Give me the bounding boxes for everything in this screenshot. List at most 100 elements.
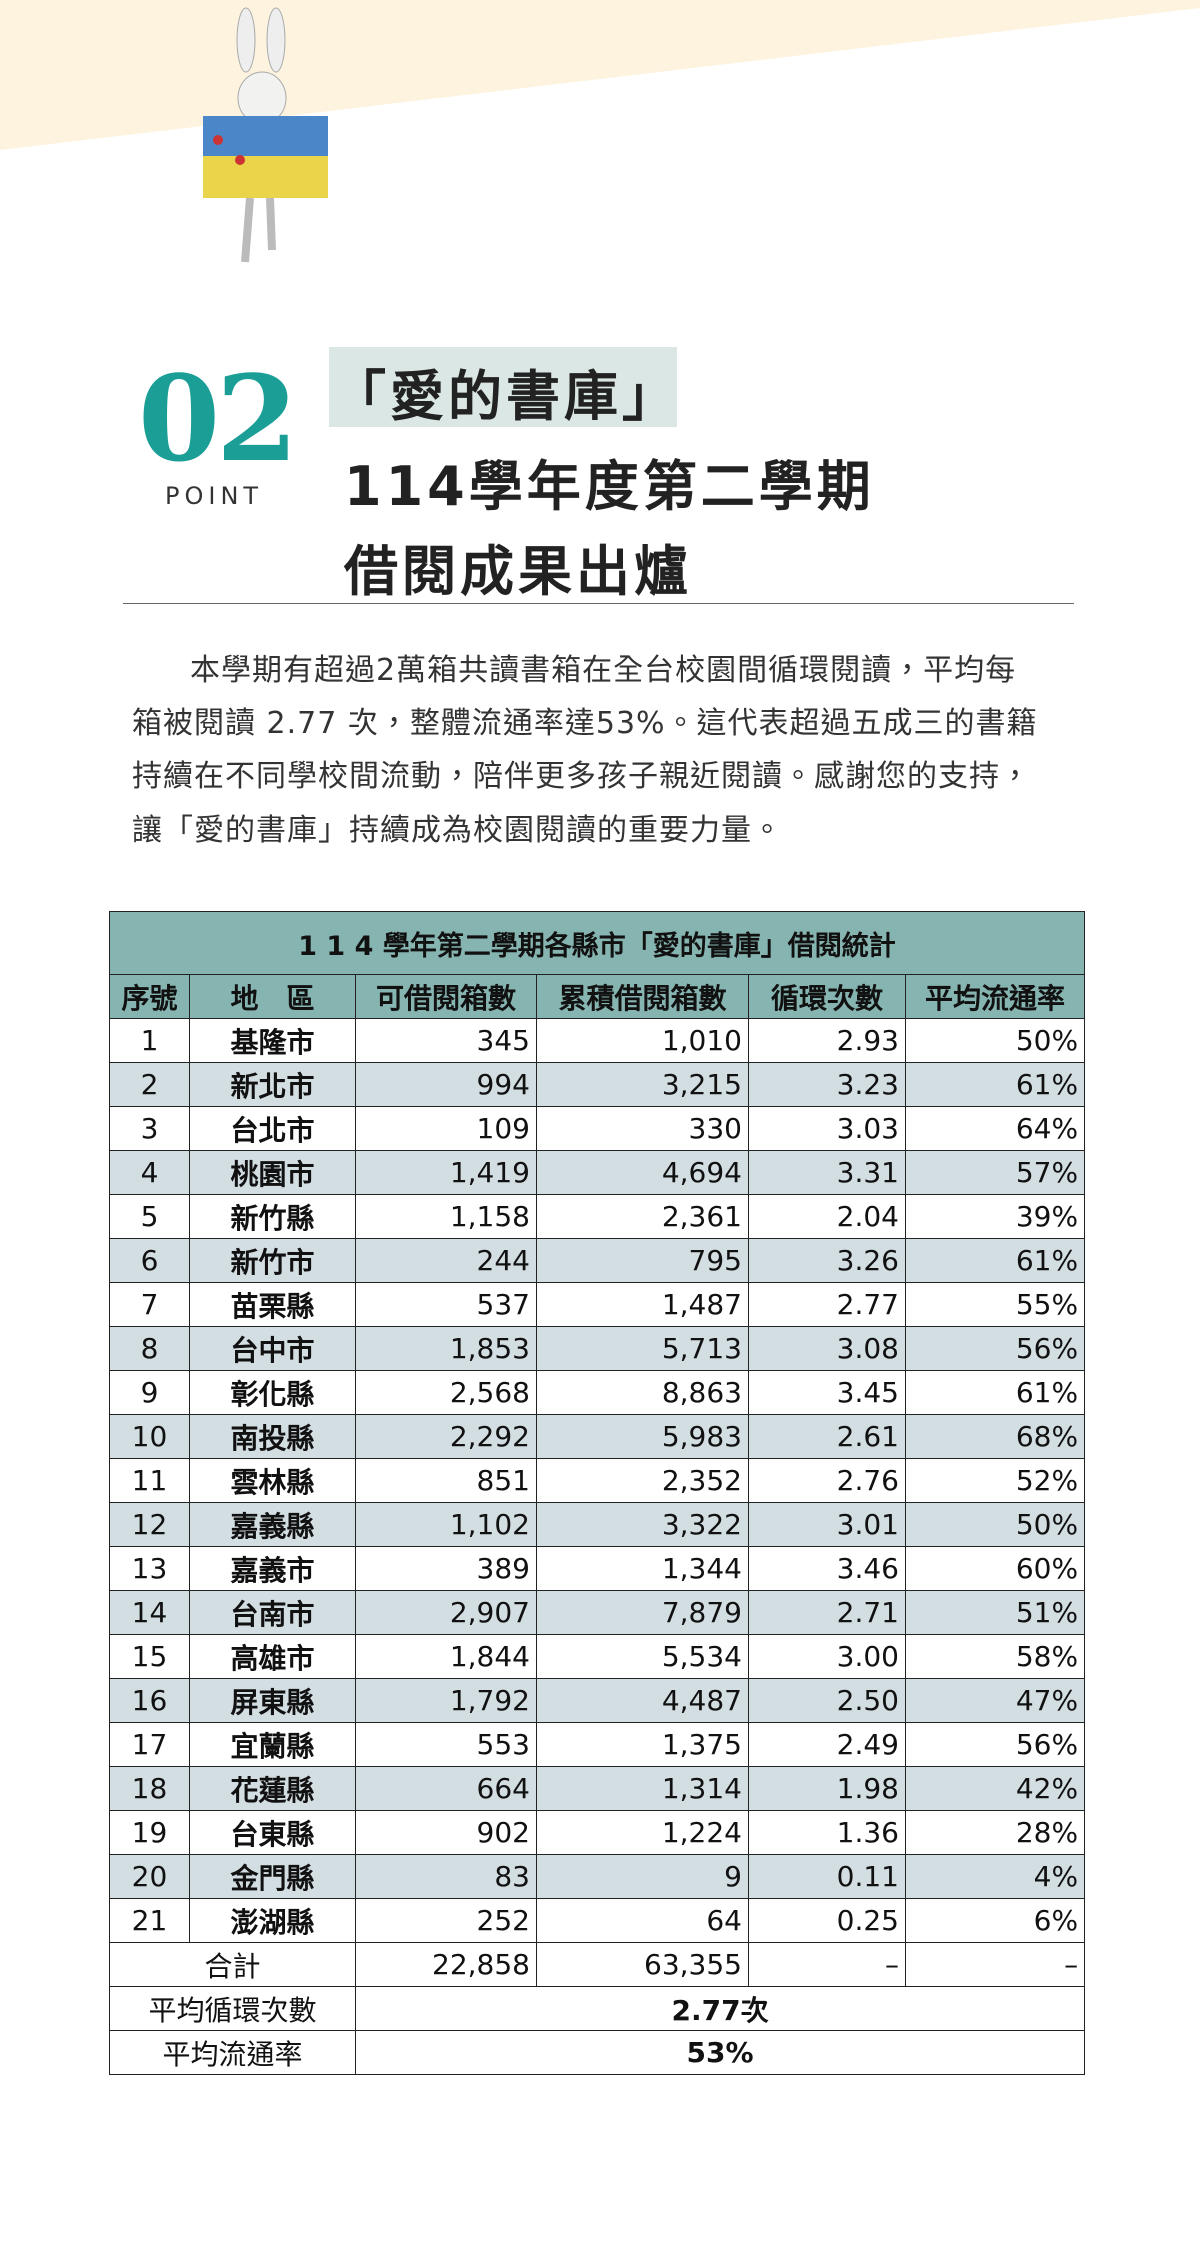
table-cell: 537 (355, 1282, 537, 1327)
summary-label: 平均流通率 (109, 2030, 356, 2075)
paragraph-line: 本學期有超過2萬箱共讀書箱在全台校園間循環閱讀，平均每 (190, 653, 1017, 688)
header-row: 序號地 區可借閱箱數 累積借閱箱數 循環次數 平均流通率 (109, 974, 1086, 1019)
table-cell: 1.98 (748, 1766, 906, 1811)
table-cell: 3.08 (748, 1326, 906, 1371)
table-cell: 52% (904, 1458, 1086, 1503)
table-row: 1 基隆市 345 1,010 2.93 50% (109, 1018, 1086, 1063)
table-cell: 3.23 (748, 1062, 906, 1107)
table-cell: 0.11 (748, 1854, 906, 1899)
column-header: 累積借閱箱數 (536, 974, 749, 1019)
header-art (0, 0, 1200, 263)
table-row: 11 雲林縣 851 2,352 2.76 52% (109, 1458, 1086, 1503)
table-cell: 3,215 (536, 1062, 749, 1107)
table-cell: 64 (536, 1898, 749, 1943)
table-row: 18 花蓮縣 664 1,314 1.98 42% (109, 1766, 1086, 1811)
table-cell: 澎湖縣 (189, 1898, 356, 1943)
table-cell: 8 (109, 1326, 190, 1371)
table-cell: 22,858 (355, 1942, 537, 1987)
table-cell: 5,983 (536, 1414, 749, 1459)
table-cell: 合計 (109, 1942, 356, 1987)
table-row: 10 南投縣 2,292 5,983 2.61 68% (109, 1414, 1086, 1459)
table-cell: 3,322 (536, 1502, 749, 1547)
table-cell: 19 (109, 1810, 190, 1855)
table-cell: 金門縣 (189, 1854, 356, 1899)
column-header: 平均流通率 (904, 974, 1086, 1019)
table-cell: 389 (355, 1546, 537, 1591)
table-cell: 994 (355, 1062, 537, 1107)
table-cell: 2.76 (748, 1458, 906, 1503)
table-cell: 1,419 (355, 1150, 537, 1195)
highlight-box (329, 347, 677, 427)
title-line: 借閱成果出爐 (344, 540, 692, 603)
table-cell: 4,487 (536, 1678, 749, 1723)
table-cell: 5,713 (536, 1326, 749, 1371)
table-cell: 1,487 (536, 1282, 749, 1327)
summary-row: 平均流通率 53% (109, 2030, 1086, 2075)
table-cell: 795 (536, 1238, 749, 1283)
table-cell: 2.77 (748, 1282, 906, 1327)
table-cell: 嘉義縣 (189, 1502, 356, 1547)
table-cell: 5 (109, 1194, 190, 1239)
summary-value: 2.77次 (354, 1986, 1086, 2031)
paragraph-line: 讓「愛的書庫」持續成為校園閱讀的重要力量。 (132, 813, 783, 848)
table-cell: 83 (355, 1854, 537, 1899)
table-row: 4 桃園市 1,419 4,694 3.31 57% (109, 1150, 1086, 1195)
column-header: 地 區 (189, 974, 356, 1019)
table-cell: 1,314 (536, 1766, 749, 1811)
table-cell: 屏東縣 (189, 1678, 356, 1723)
table-cell: 新竹市 (189, 1238, 356, 1283)
table-cell: 9 (109, 1370, 190, 1415)
table-row: 7 苗栗縣 537 1,487 2.77 55% (109, 1282, 1086, 1327)
stats-table: 1 1 4 學年第二學期各縣市「愛的書庫」借閱統計 序號地 區可借閱箱數 累積借閱… (108, 911, 1086, 2075)
table-cell: 1,158 (355, 1194, 537, 1239)
table-row: 13 嘉義市 389 1,344 3.46 60% (109, 1546, 1086, 1591)
table-cell: 2,568 (355, 1370, 537, 1415)
table-row: 9 彰化縣 2,568 8,863 3.45 61% (109, 1370, 1086, 1415)
table-cell: 1 (109, 1018, 190, 1063)
table-title: 1 1 4 學年第二學期各縣市「愛的書庫」借閱統計 (108, 911, 1086, 975)
table-cell: 17 (109, 1722, 190, 1767)
table-cell: 新竹縣 (189, 1194, 356, 1239)
table-cell: 基隆市 (189, 1018, 356, 1063)
table-row: 6 新竹市 244 795 3.26 61% (109, 1238, 1086, 1283)
table-cell: 39% (904, 1194, 1086, 1239)
table-cell: 1,853 (355, 1326, 537, 1371)
table-cell: 高雄市 (189, 1634, 356, 1679)
table-row: 3 台北市 109 330 3.03 64% (109, 1106, 1086, 1151)
table-cell: 台中市 (189, 1326, 356, 1371)
table-cell: 11 (109, 1458, 190, 1503)
table-title-row: 1 1 4 學年第二學期各縣市「愛的書庫」借閱統計 (108, 911, 1086, 975)
table-cell: 10 (109, 1414, 190, 1459)
table-cell: 47% (904, 1678, 1086, 1723)
table-cell: – (748, 1942, 906, 1987)
table-cell: 花蓮縣 (189, 1766, 356, 1811)
table-cell: 50% (904, 1502, 1086, 1547)
table-row: 20 金門縣 83 9 0.11 4% (109, 1854, 1086, 1899)
table-cell: 5,534 (536, 1634, 749, 1679)
table-cell: 12 (109, 1502, 190, 1547)
table-cell: 苗栗縣 (189, 1282, 356, 1327)
table-cell: 61% (904, 1062, 1086, 1107)
table-cell: 3.31 (748, 1150, 906, 1195)
table-cell: 60% (904, 1546, 1086, 1591)
summary-value: 53% (354, 2030, 1086, 2075)
table-cell: 1,844 (355, 1634, 537, 1679)
table-cell: 宜蘭縣 (189, 1722, 356, 1767)
title-line: 114學年度第二學期 (344, 455, 875, 518)
table-cell: 3.00 (748, 1634, 906, 1679)
table-cell: 8,863 (536, 1370, 749, 1415)
table-cell: 3 (109, 1106, 190, 1151)
table-cell: 6% (904, 1898, 1086, 1943)
table-row: 19 台東縣 902 1,224 1.36 28% (109, 1810, 1086, 1855)
table-row: 8 台中市 1,853 5,713 3.08 56% (109, 1326, 1086, 1371)
table-cell: 553 (355, 1722, 537, 1767)
table-cell: 2.04 (748, 1194, 906, 1239)
table-cell: 3.03 (748, 1106, 906, 1151)
table-cell: – (904, 1942, 1086, 1987)
table-cell: 台東縣 (189, 1810, 356, 1855)
table-cell: 56% (904, 1722, 1086, 1767)
table-row: 12 嘉義縣 1,102 3,322 3.01 50% (109, 1502, 1086, 1547)
table-cell: 7 (109, 1282, 190, 1327)
divider (123, 603, 1074, 604)
